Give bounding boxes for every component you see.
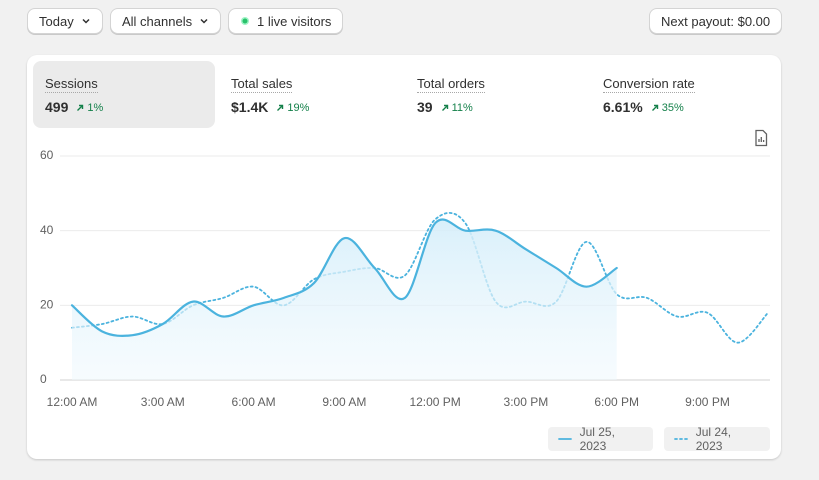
x-tick-label: 3:00 PM xyxy=(504,395,549,409)
channels-button[interactable]: All channels xyxy=(110,8,222,34)
metric-label: Sessions xyxy=(45,76,98,93)
x-tick-label: 6:00 AM xyxy=(232,395,276,409)
date-label: Today xyxy=(39,13,74,29)
metric-change: 35% xyxy=(651,102,684,114)
metric-change-value: 11% xyxy=(451,102,473,114)
up-arrow xyxy=(441,104,448,111)
payout-label: Next payout: $0.00 xyxy=(661,13,771,29)
x-tick-label: 12:00 PM xyxy=(409,395,460,409)
date-button[interactable]: Today xyxy=(27,8,103,34)
y-tick-label: 60 xyxy=(40,148,54,162)
legend-item[interactable]: Jul 24, 2023 xyxy=(664,425,770,453)
metric-row: 39 11% xyxy=(417,99,575,115)
arrow-path xyxy=(651,104,658,111)
metric-change-value: 19% xyxy=(287,102,310,114)
x-tick-label: 9:00 AM xyxy=(322,395,366,409)
series-line xyxy=(71,212,769,344)
metric-label: Total sales xyxy=(231,76,293,93)
metric-label: Total orders xyxy=(417,76,485,93)
legend-swatch xyxy=(558,438,572,440)
chevron xyxy=(82,18,90,24)
metric-row: 6.61% 35% xyxy=(603,99,761,115)
metric-change: 11% xyxy=(441,102,473,114)
series-area xyxy=(72,219,617,380)
export-icon[interactable] xyxy=(753,129,769,147)
metric-change: 1% xyxy=(76,102,103,114)
chevron xyxy=(200,18,208,24)
metric-row: 499 1% xyxy=(45,99,203,115)
metric-tile[interactable]: Conversion rate 6.61% 35% xyxy=(591,61,773,128)
legend-label: Jul 24, 2023 xyxy=(695,425,732,453)
live-button[interactable]: 1 live visitors xyxy=(228,8,344,34)
arrow-path xyxy=(441,104,448,111)
x-tick-label: 12:00 AM xyxy=(47,395,98,409)
x-tick-label: 6:00 PM xyxy=(594,395,639,409)
y-tick-label: 20 xyxy=(40,298,54,312)
live-dot xyxy=(241,17,249,25)
channels-label: All channels xyxy=(122,13,193,29)
x-tick-label: 3:00 AM xyxy=(141,395,185,409)
payout-button[interactable]: Next payout: $0.00 xyxy=(649,8,783,34)
legend-label: Jul 25, 2023 xyxy=(579,425,615,453)
metric-change-value: 35% xyxy=(661,102,684,114)
metric-change: 19% xyxy=(276,102,309,114)
chart: 0 20 40 60 12:00 AM 3:00 AM 6:00 AM 9:00 AM 12:0… xyxy=(40,148,770,409)
series-line xyxy=(70,218,618,337)
y-tick-label: 40 xyxy=(40,223,54,237)
metric-value: 499 xyxy=(45,99,69,115)
up-arrow xyxy=(651,104,658,111)
arrow-path xyxy=(77,104,84,111)
metric-label: Conversion rate xyxy=(603,76,695,93)
metric-change-value: 1% xyxy=(87,102,104,114)
up-arrow xyxy=(277,104,284,111)
metric-row: $1.4K 19% xyxy=(231,99,389,115)
metric-value: 39 xyxy=(417,99,433,115)
arrow-path xyxy=(277,104,284,111)
metric-tile[interactable]: Total sales $1.4K 19% xyxy=(219,61,401,128)
metric-value: $1.4K xyxy=(231,99,269,115)
x-tick-label: 9:00 PM xyxy=(685,395,730,409)
metric-tile[interactable]: Total orders 39 11% xyxy=(405,61,587,128)
y-tick-label: 0 xyxy=(40,372,47,386)
legend-swatch xyxy=(674,438,688,440)
live-label: 1 live visitors xyxy=(257,13,332,29)
up-arrow xyxy=(77,104,84,111)
legend-item[interactable]: Jul 25, 2023 xyxy=(548,425,653,453)
metric-value: 6.61% xyxy=(603,99,643,115)
analytics-card: Sessions 499 1% Total sales $1.4K 19% Total or… xyxy=(27,55,781,459)
metric-tile[interactable]: Sessions 499 1% xyxy=(33,61,215,128)
